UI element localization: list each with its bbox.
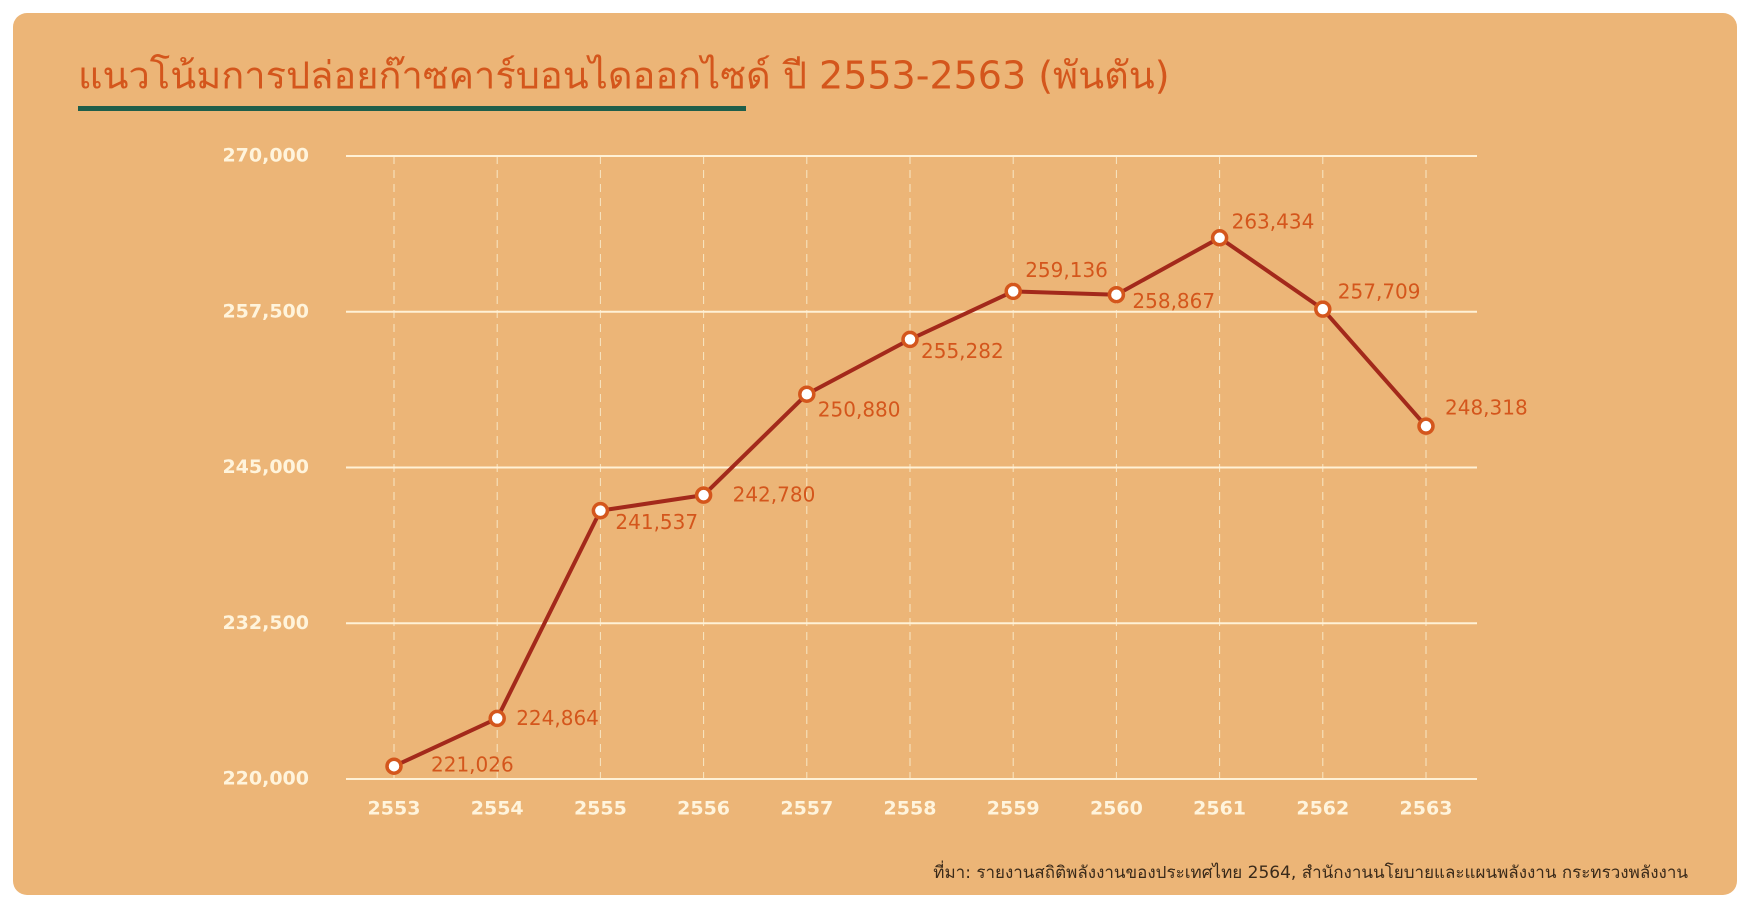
- data-label: 221,026: [431, 753, 514, 777]
- chart-title: แนวโน้มการปล่อยก๊าซคาร์บอนไดออกไซด์ ปี 2…: [78, 54, 1170, 98]
- x-tick-label: 2561: [1193, 798, 1246, 820]
- data-label: 259,136: [1025, 258, 1108, 282]
- data-point: [1004, 282, 1022, 301]
- x-tick-label: 2553: [368, 798, 421, 820]
- data-label: 255,282: [921, 339, 1004, 363]
- x-tick-label: 2554: [471, 798, 524, 820]
- data-point: [1417, 417, 1435, 435]
- data-point: [798, 385, 816, 403]
- data-label: 242,780: [733, 483, 816, 507]
- data-label: 258,867: [1132, 289, 1215, 313]
- x-tick-label: 2560: [1090, 798, 1143, 820]
- title-underline: [78, 106, 746, 111]
- y-tick-label: 270,000: [222, 145, 309, 167]
- x-tick-label: 2558: [884, 798, 937, 820]
- x-tick-label: 2559: [987, 798, 1040, 820]
- data-point: [694, 486, 713, 504]
- data-label: 224,864: [516, 706, 599, 730]
- card: [13, 13, 1737, 895]
- data-point: [1314, 300, 1332, 318]
- data-label: 241,537: [615, 510, 698, 534]
- data-point: [591, 501, 610, 520]
- y-tick-label: 245,000: [222, 456, 309, 478]
- data-point: [488, 709, 506, 728]
- y-tick-label: 220,000: [222, 768, 309, 790]
- x-tick-label: 2555: [574, 798, 627, 820]
- data-point: [1210, 229, 1229, 247]
- x-tick-label: 2563: [1400, 798, 1453, 820]
- data-point: [1107, 285, 1126, 304]
- x-tick-label: 2557: [780, 798, 833, 820]
- data-point: [385, 757, 403, 775]
- data-label: 257,709: [1338, 280, 1421, 304]
- x-tick-label: 2556: [677, 798, 730, 820]
- y-tick-label: 232,500: [222, 612, 309, 634]
- x-tick-label: 2562: [1296, 798, 1349, 820]
- y-tick-label: 257,500: [222, 300, 309, 322]
- data-label: 263,434: [1232, 209, 1315, 233]
- data-label: 248,318: [1445, 396, 1528, 420]
- data-label: 250,880: [818, 398, 901, 422]
- source-note: ที่มา: รายงานสถิติพลังงานของประเทศไทย 25…: [933, 860, 1688, 883]
- data-point: [901, 330, 919, 349]
